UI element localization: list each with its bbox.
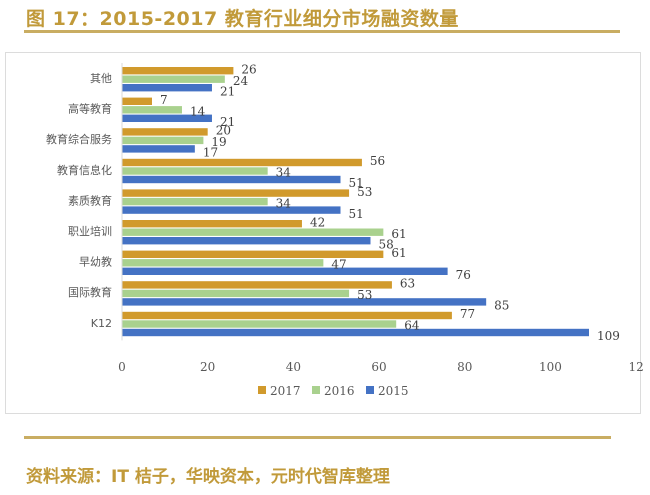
value-label: 51 xyxy=(349,207,364,221)
bar-2017 xyxy=(122,189,350,197)
x-tick-label: 80 xyxy=(457,360,472,374)
value-label: 34 xyxy=(276,166,292,180)
value-labels: 2624217142120191756345153345142615861477… xyxy=(160,62,620,343)
bar-2015 xyxy=(122,84,212,92)
bar-2015 xyxy=(122,237,371,245)
bar-2015 xyxy=(122,267,448,275)
bar-2017 xyxy=(122,158,362,167)
value-label: 42 xyxy=(310,215,325,229)
value-label: 58 xyxy=(378,237,393,251)
bar-2016 xyxy=(122,167,268,175)
value-label: 34 xyxy=(276,196,292,210)
bar-2017 xyxy=(122,128,208,136)
legend-swatch-2016 xyxy=(312,386,320,394)
x-tick-label: 60 xyxy=(371,360,386,374)
legend-label: 2015 xyxy=(378,384,409,398)
category-label: 职业培训 xyxy=(68,224,112,238)
legend-label: 2016 xyxy=(324,384,355,398)
value-label: 7 xyxy=(160,93,168,107)
value-label: 61 xyxy=(391,246,406,260)
value-label: 63 xyxy=(400,277,415,291)
value-label: 53 xyxy=(357,288,372,302)
value-label: 77 xyxy=(460,307,475,321)
bar-2015 xyxy=(122,206,341,214)
bar-2017 xyxy=(122,311,452,320)
bar-2015 xyxy=(122,114,212,122)
value-label: 47 xyxy=(331,258,346,272)
value-label: 14 xyxy=(190,105,206,119)
category-label: 教育信息化 xyxy=(57,163,112,177)
bar-2016 xyxy=(122,75,225,83)
legend-swatch-2017 xyxy=(258,386,266,394)
title-underline xyxy=(24,30,620,33)
legend-swatch-2015 xyxy=(366,386,374,394)
category-label: 素质教育 xyxy=(68,193,112,207)
x-tick-label: 100 xyxy=(539,360,562,374)
bar-2015 xyxy=(122,328,589,337)
value-label: 21 xyxy=(220,84,235,98)
value-label: 53 xyxy=(357,185,372,199)
value-label: 85 xyxy=(494,299,509,313)
value-label: 17 xyxy=(203,146,218,160)
bar-2016 xyxy=(122,106,182,114)
x-tick-label: 20 xyxy=(200,360,215,374)
value-label: 61 xyxy=(391,227,406,241)
x-tick-labels: 0 20 40 60 80 100 12 xyxy=(118,360,644,374)
value-label: 51 xyxy=(349,176,364,190)
bar-2016 xyxy=(122,320,397,328)
bar-2017 xyxy=(122,281,392,289)
value-label: 56 xyxy=(370,154,385,168)
value-label: 20 xyxy=(216,124,231,138)
value-label: 21 xyxy=(220,115,235,129)
bar-2017 xyxy=(122,220,302,228)
value-label: 24 xyxy=(233,74,249,88)
value-label: 76 xyxy=(456,268,471,282)
bar-2016 xyxy=(122,197,268,206)
bar-2016 xyxy=(122,259,324,267)
value-label: 64 xyxy=(404,319,420,333)
legend: 2017 2016 2015 xyxy=(258,384,409,398)
footer-underline xyxy=(24,436,611,439)
category-label: 早幼教 xyxy=(79,256,112,269)
bar-2017 xyxy=(122,250,384,258)
category-label: 其他 xyxy=(90,72,112,85)
value-label: 109 xyxy=(597,329,620,343)
x-tick-label: 12 xyxy=(628,360,643,374)
x-tick-label: 0 xyxy=(118,360,126,374)
bar-2016 xyxy=(122,136,204,145)
figure-title: 图 17：2015-2017 教育行业细分市场融资数量 xyxy=(26,8,459,30)
bar-2015 xyxy=(122,175,341,184)
bars xyxy=(122,67,589,337)
bar-2015 xyxy=(122,145,195,153)
bar-2017 xyxy=(122,67,234,75)
x-tick-label: 40 xyxy=(286,360,301,374)
bar-2016 xyxy=(122,228,384,236)
category-label: 高等教育 xyxy=(68,102,112,116)
value-label: 19 xyxy=(211,135,226,149)
category-label: 教育综合服务 xyxy=(46,132,112,146)
legend-label: 2017 xyxy=(270,384,301,398)
bar-2017 xyxy=(122,97,152,105)
category-label: K12 xyxy=(91,317,112,330)
source-note: 资料来源：IT 桔子，华映资本，元时代智库整理 xyxy=(26,467,390,487)
bar-2016 xyxy=(122,289,350,298)
bar-2015 xyxy=(122,298,487,306)
category-label: 国际教育 xyxy=(68,285,112,299)
value-label: 26 xyxy=(241,62,256,76)
